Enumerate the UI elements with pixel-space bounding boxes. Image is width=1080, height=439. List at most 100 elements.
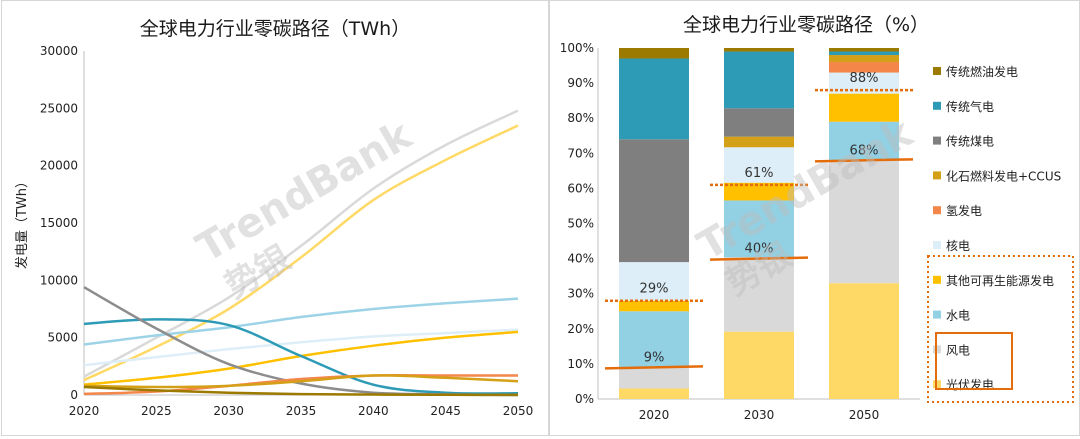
bar-segment — [619, 48, 689, 59]
dotted-threshold-label: 61% — [745, 166, 774, 181]
bar-segment — [829, 72, 899, 94]
x-tick-label: 2050 — [503, 404, 534, 418]
x-tick-label: 2035 — [286, 404, 317, 418]
y-tick-label: 15000 — [40, 216, 78, 230]
bar-segment — [829, 48, 899, 52]
legend-swatch — [933, 241, 941, 249]
bar-segment — [724, 331, 794, 399]
bar-segment — [619, 262, 689, 301]
bar-chart-x-ticks: 2020 2030 2050 — [639, 408, 880, 422]
y-tick-label: 10% — [567, 357, 594, 371]
bar-segment — [619, 139, 689, 263]
bar-segment — [724, 136, 794, 148]
y-tick-label: 80% — [567, 111, 594, 125]
y-tick-label: 30% — [567, 287, 594, 301]
bar-chart-y-ticks: 0% 10% 20% 30% 40% 50% 60% 70% 80% 90% 100% — [560, 41, 594, 406]
solid-threshold-label: 9% — [644, 350, 665, 365]
y-tick-label: 100% — [560, 41, 594, 55]
x-tick-label: 2030 — [744, 408, 775, 422]
bar-segment — [829, 283, 899, 399]
legend-label: 风电 — [946, 343, 970, 357]
legend-label: 传统燃油发电 — [946, 64, 1018, 79]
y-tick-label: 40% — [567, 252, 594, 266]
solid-threshold-line — [604, 365, 704, 370]
legend-label: 氢发电 — [946, 203, 982, 218]
bar-segment — [724, 182, 794, 201]
bar-segment — [619, 388, 689, 399]
series-line-3 — [83, 328, 519, 367]
series-line-8 — [83, 374, 519, 389]
solid-threshold-line — [709, 256, 809, 261]
left-chart-panel: 全球电力行业零碳路径（TWh） 发电量（TWh） 0 5000 10000 15000… — [1, 0, 549, 436]
bar-segment — [619, 367, 689, 389]
x-tick-label: 2020 — [639, 408, 670, 422]
series-line-0 — [83, 109, 519, 378]
series-line-5 — [83, 318, 519, 395]
bar-segment — [619, 300, 689, 312]
legend-swatch — [933, 206, 941, 215]
series-line-2 — [83, 297, 519, 346]
bar-segment — [829, 55, 899, 63]
watermark: TrendBank 势银 — [189, 111, 421, 306]
y-tick-label: 50% — [567, 217, 594, 231]
dotted-threshold-label: 29% — [640, 282, 669, 297]
legend-label: 核电 — [946, 239, 970, 253]
bar-segment — [724, 147, 794, 183]
legend-swatch — [933, 171, 941, 180]
series-line-1 — [83, 124, 519, 382]
y-tick-label: 60% — [567, 181, 594, 195]
x-tick-label: 2050 — [849, 408, 880, 422]
line-chart-x-ticks: 2020 2025 2030 2035 2040 2045 2050 — [69, 404, 534, 418]
x-tick-label: 2025 — [141, 404, 172, 418]
bar-segment — [724, 48, 794, 52]
legend-label: 传统气电 — [946, 99, 994, 114]
y-tick-label: 70% — [567, 146, 594, 160]
x-tick-label: 2020 — [69, 404, 100, 418]
legend-swatch — [933, 136, 941, 145]
x-tick-label: 2030 — [213, 404, 244, 418]
bar-segment — [619, 58, 689, 140]
y-tick-label: 30000 — [40, 44, 78, 58]
right-chart-panel: 全球电力行业零碳路径（%） 0% 10% 20% 30% 40% 50% 60% 70% 80%… — [549, 0, 1080, 436]
y-tick-label: 5000 — [47, 331, 78, 345]
legend-label: 化石燃料发电+CCUS — [946, 168, 1061, 183]
stacked-bar-chart: 全球电力行业零碳路径（%） 0% 10% 20% 30% 40% 50% 60% 70% 80%… — [560, 14, 1074, 422]
bar-segment — [829, 51, 899, 56]
solid-threshold-label: 40% — [745, 242, 774, 257]
bar-segment — [619, 311, 689, 368]
legend-swatch — [933, 310, 941, 319]
bar-segment — [829, 121, 899, 161]
x-tick-label: 2045 — [430, 404, 461, 418]
legend-swatch — [933, 275, 941, 284]
y-tick-label: 0% — [575, 392, 594, 406]
line-chart-title: 全球电力行业零碳路径（TWh） — [140, 18, 410, 40]
line-chart-y-ticks: 0 5000 10000 15000 20000 25000 30000 — [40, 44, 78, 402]
legend-swatch — [933, 101, 941, 110]
y-tick-label: 25000 — [40, 101, 78, 115]
legend-label: 其他可再生能源发电 — [946, 273, 1054, 288]
bar-segment — [724, 51, 794, 109]
series-line-9 — [83, 385, 519, 397]
y-tick-label: 90% — [567, 76, 594, 90]
bar-segment — [829, 160, 899, 284]
bar-chart-annotations: 9% 29% 40% 61% 68% 88% — [604, 71, 914, 370]
bar-segment — [829, 93, 899, 122]
legend-label: 传统煤电 — [946, 134, 994, 149]
legend-highlight-box-solid — [935, 332, 1013, 390]
line-chart-y-axis-label: 发电量（TWh） — [14, 175, 30, 269]
legend-label: 水电 — [946, 309, 970, 323]
bar-chart-bars — [619, 48, 899, 399]
legend-swatch — [933, 67, 941, 75]
y-tick-label: 20% — [567, 322, 594, 336]
line-chart: 全球电力行业零碳路径（TWh） 发电量（TWh） 0 5000 10000 15000… — [14, 18, 534, 418]
y-tick-label: 0 — [70, 388, 78, 402]
x-tick-label: 2040 — [358, 404, 389, 418]
solid-threshold-label: 68% — [850, 143, 879, 158]
bar-segment — [724, 200, 794, 258]
y-tick-label: 20000 — [40, 159, 78, 173]
bar-segment — [724, 108, 794, 137]
line-chart-series — [83, 109, 519, 397]
dotted-threshold-label: 88% — [850, 71, 879, 86]
